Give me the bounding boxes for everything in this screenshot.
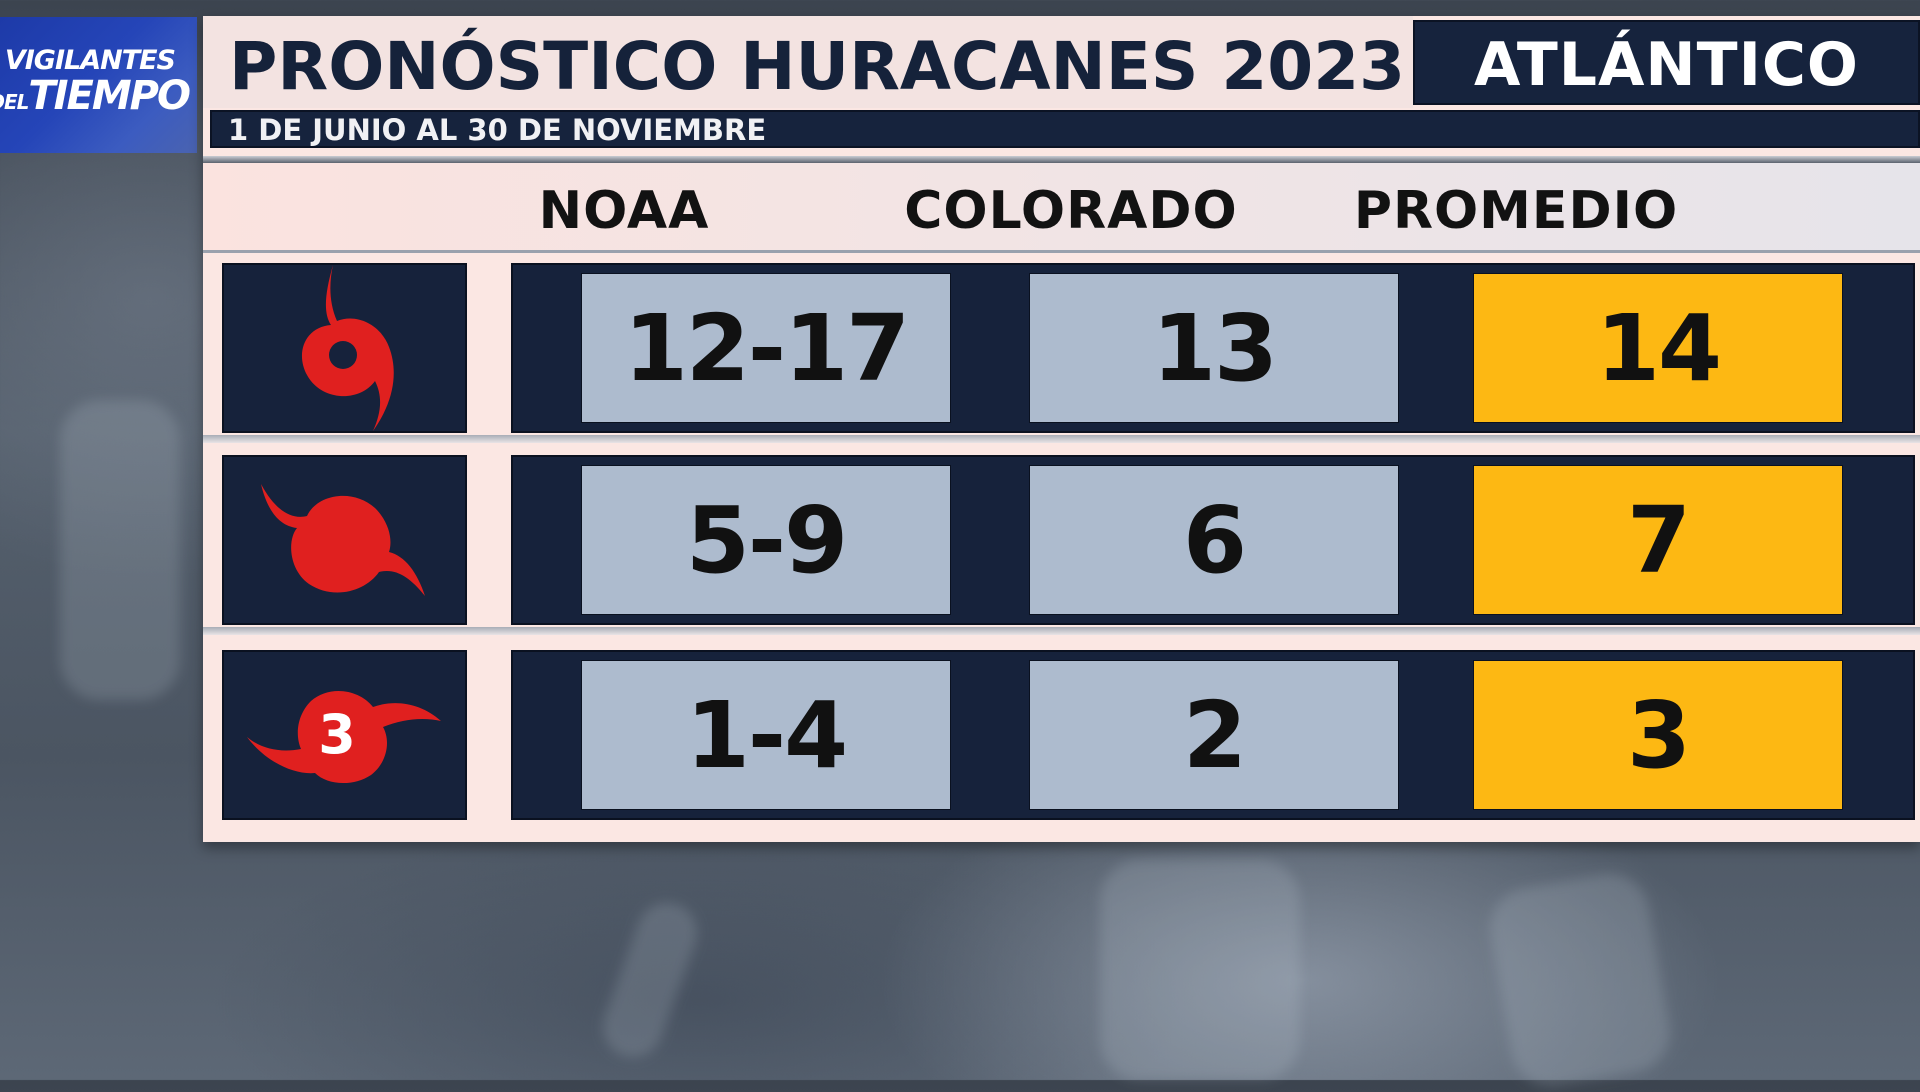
column-headers: NOAA COLORADO PROMEDIO: [203, 163, 1920, 253]
region-badge: ATLÁNTICO: [1413, 20, 1920, 105]
date-range: 1 DE JUNIO AL 30 DE NOVIEMBRE: [228, 113, 767, 147]
region-label: ATLÁNTICO: [1474, 30, 1859, 100]
cell-promedio: 3: [1473, 660, 1843, 810]
row-values: 1-4 2 3: [511, 650, 1915, 820]
logo-line1: VIGILANTES: [4, 45, 176, 76]
row-divider: [203, 435, 1920, 443]
cell-noaa: 1-4: [581, 660, 951, 810]
logo-del: DEL: [0, 90, 29, 114]
row-icon-box: [222, 455, 467, 625]
title-box: PRONÓSTICO HURACANES 2023: [203, 16, 1413, 108]
tropical-storm-icon: [301, 265, 394, 431]
major-hurricane-icon: 3: [246, 690, 441, 784]
cell-colorado: 2: [1029, 660, 1399, 810]
forecast-panel: PRONÓSTICO HURACANES 2023 ATLÁNTICO 1 DE…: [203, 16, 1920, 842]
table-row: 3 1-4 2 3: [203, 650, 1920, 822]
row-icon-box: [222, 263, 467, 433]
column-header-promedio: PROMEDIO: [1353, 181, 1679, 241]
divider: [203, 156, 1920, 163]
page-title: PRONÓSTICO HURACANES 2023: [229, 28, 1406, 105]
row-values: 12-17 13 14: [511, 263, 1915, 433]
cell-noaa: 5-9: [581, 465, 951, 615]
cell-colorado: 13: [1029, 273, 1399, 423]
cell-noaa: 12-17: [581, 273, 951, 423]
cell-promedio: 7: [1473, 465, 1843, 615]
row-icon-box: 3: [222, 650, 467, 820]
cell-promedio: 14: [1473, 273, 1843, 423]
brand-logo: VIGILANTES DELTIEMPO: [0, 17, 197, 153]
date-range-bar: 1 DE JUNIO AL 30 DE NOVIEMBRE: [210, 110, 1920, 148]
hurricane-icon: [260, 484, 425, 596]
row-divider: [203, 627, 1920, 635]
row-values: 5-9 6 7: [511, 455, 1915, 625]
column-header-noaa: NOAA: [538, 181, 710, 241]
column-header-colorado: COLORADO: [904, 181, 1238, 241]
logo-line2: DELTIEMPO: [0, 73, 191, 124]
category-number: 3: [318, 703, 356, 766]
table-row: 12-17 13 14: [203, 263, 1920, 435]
cell-colorado: 6: [1029, 465, 1399, 615]
logo-tiempo: TIEMPO: [28, 73, 191, 119]
table-row: 5-9 6 7: [203, 455, 1920, 627]
